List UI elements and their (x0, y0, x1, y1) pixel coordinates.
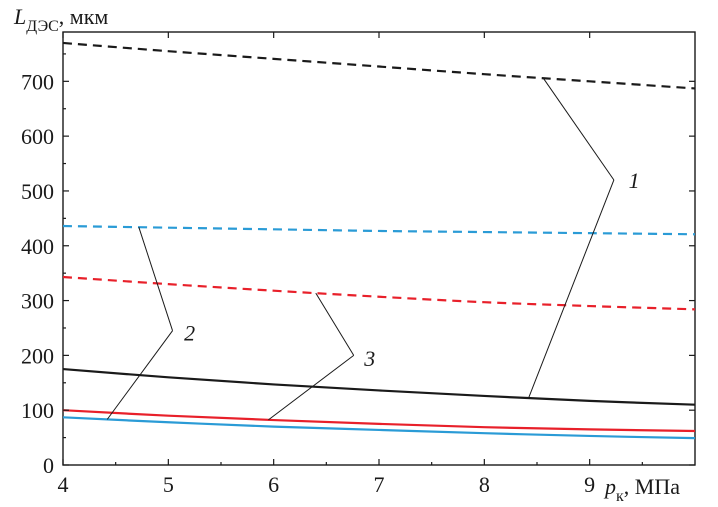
series-3-solid-line (62, 409, 696, 433)
series-2-solid-line (62, 416, 696, 440)
y-tick-label: 700 (21, 69, 54, 94)
annotation-label-2: 2 (184, 320, 195, 345)
plot-area (62, 31, 696, 466)
y-tick-label: 200 (21, 343, 54, 368)
annotation-label-1: 1 (629, 168, 640, 193)
y-tick-label: 0 (43, 453, 54, 478)
x-tick-label: 4 (58, 472, 69, 497)
annotation-label-3: 3 (363, 346, 375, 371)
annotation-3-leader-1 (315, 292, 355, 356)
y-tick-label: 600 (21, 124, 54, 149)
y-tick-label: 300 (21, 289, 54, 314)
annotation-2-leader-2 (106, 330, 173, 420)
series-3-dashed-line (62, 275, 696, 311)
annotation-1-leader-2 (528, 179, 615, 399)
annotation-2-leader-1 (138, 227, 174, 331)
x-tick-label: 6 (268, 472, 279, 497)
x-tick-label: 7 (374, 472, 385, 497)
y-tick-label: 400 (21, 234, 54, 259)
x-tick-label: 8 (479, 472, 490, 497)
series-1-dashed-line (62, 41, 696, 90)
series-2-dashed-line (62, 224, 696, 236)
annotation-1-leader-1 (542, 77, 615, 181)
leader-layer (106, 77, 615, 421)
x-axis-title: pк, МПа (603, 474, 680, 505)
y-tick-label: 100 (21, 398, 54, 423)
x-tick-label: 9 (584, 472, 595, 497)
plot-frame (62, 31, 696, 466)
series-layer (62, 41, 696, 440)
y-tick-label: 500 (21, 179, 54, 204)
annotation-3-leader-2 (268, 354, 355, 421)
labels-layer: 1 2 3 4 5 6 7 8 9 0 100 200 300 400 500 600 700 (21, 69, 640, 497)
x-tick-label: 5 (163, 472, 174, 497)
y-axis-title: LДЭС, мкм (13, 4, 108, 35)
tick-layer (62, 32, 695, 466)
series-1-solid-line (62, 367, 696, 406)
